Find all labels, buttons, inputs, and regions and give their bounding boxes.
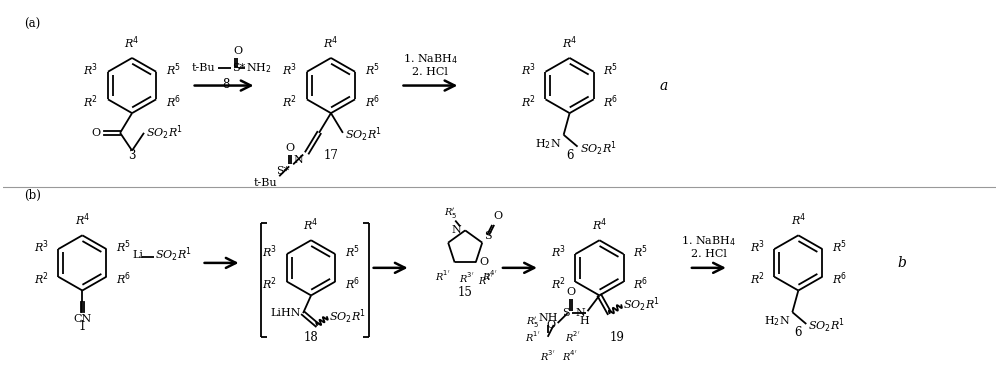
Text: R$^2$: R$^2$	[263, 275, 278, 292]
Text: 1: 1	[79, 320, 86, 333]
Text: R$_5'$: R$_5'$	[444, 206, 458, 221]
Text: NH$_2$: NH$_2$	[247, 61, 272, 75]
Text: R$^6$: R$^6$	[832, 270, 847, 287]
Text: O: O	[546, 320, 555, 330]
Text: O: O	[91, 128, 100, 138]
Text: 2. HCl: 2. HCl	[413, 67, 449, 77]
Text: R$^2$: R$^2$	[84, 93, 98, 110]
Text: S: S	[562, 308, 569, 318]
Text: R$^6$: R$^6$	[345, 275, 360, 292]
Text: 18: 18	[304, 331, 319, 344]
Text: SO$_2$R$^1$: SO$_2$R$^1$	[808, 317, 845, 335]
Text: O: O	[286, 143, 295, 153]
Text: a: a	[659, 78, 667, 92]
Text: SO$_2$R$^1$: SO$_2$R$^1$	[329, 308, 366, 326]
Text: N: N	[452, 226, 462, 235]
Text: R$^5$: R$^5$	[365, 61, 380, 78]
Text: CN: CN	[73, 314, 92, 324]
Text: SO$_2$R$^1$: SO$_2$R$^1$	[155, 246, 192, 264]
Text: R$^5$: R$^5$	[603, 61, 618, 78]
Text: R$^{2'}$: R$^{2'}$	[564, 330, 579, 344]
Text: R$^4$: R$^4$	[562, 34, 577, 51]
Text: R$^3$: R$^3$	[283, 61, 297, 78]
Text: S*: S*	[276, 166, 289, 176]
Text: R$^3$: R$^3$	[34, 239, 49, 255]
Text: 8: 8	[222, 78, 229, 91]
Text: H$_2$N: H$_2$N	[764, 314, 790, 328]
Text: O: O	[494, 211, 502, 221]
Text: R$^{4'}$: R$^{4'}$	[482, 268, 497, 283]
Text: SO$_2$R$^1$: SO$_2$R$^1$	[579, 139, 616, 158]
Text: R$^{4'}$: R$^{4'}$	[561, 349, 576, 363]
Text: R$^3$: R$^3$	[520, 61, 535, 78]
Text: R$^{1'}$: R$^{1'}$	[436, 268, 451, 283]
Text: R$^4$: R$^4$	[791, 212, 806, 229]
Text: R$^4$: R$^4$	[591, 217, 607, 233]
Text: R$_5'$: R$_5'$	[526, 316, 539, 330]
Text: 3: 3	[128, 149, 136, 161]
Text: R$^4$: R$^4$	[125, 34, 140, 51]
Text: R$^2$: R$^2$	[34, 270, 49, 287]
Text: O: O	[233, 46, 242, 56]
Text: R$^{2'}$: R$^{2'}$	[478, 273, 493, 287]
Text: Li: Li	[132, 250, 143, 260]
Text: O: O	[480, 257, 489, 268]
Text: SO$_2$R$^1$: SO$_2$R$^1$	[345, 125, 382, 144]
Text: R$^2$: R$^2$	[550, 275, 565, 292]
Text: S: S	[485, 231, 492, 241]
Text: R$^6$: R$^6$	[166, 93, 181, 110]
Text: S*: S*	[233, 63, 246, 73]
Text: R$^6$: R$^6$	[603, 93, 618, 110]
Text: R$^4$: R$^4$	[304, 217, 319, 233]
Text: H: H	[579, 316, 589, 326]
Text: (b): (b)	[24, 190, 41, 202]
Text: R$^5$: R$^5$	[166, 61, 181, 78]
Text: R$^4$: R$^4$	[324, 34, 339, 51]
Text: R$^2$: R$^2$	[283, 93, 297, 110]
Text: R$^3$: R$^3$	[263, 244, 278, 260]
Text: t-Bu: t-Bu	[254, 178, 278, 188]
Text: R$^2$: R$^2$	[749, 270, 764, 287]
Text: SO$_2$R$^1$: SO$_2$R$^1$	[623, 296, 660, 315]
Text: b: b	[898, 256, 907, 270]
Text: R$^2$: R$^2$	[521, 93, 535, 110]
Text: R$^6$: R$^6$	[633, 275, 648, 292]
Text: R$^4$: R$^4$	[75, 212, 90, 229]
Text: 6: 6	[565, 149, 573, 161]
Text: t-Bu: t-Bu	[192, 63, 216, 73]
Text: 1. NaBH$_4$: 1. NaBH$_4$	[681, 234, 736, 248]
Text: 2. HCl: 2. HCl	[691, 249, 726, 259]
Text: NH: NH	[538, 313, 557, 323]
Text: 19: 19	[609, 331, 624, 344]
Text: LiHN: LiHN	[271, 308, 301, 318]
Text: R$^{3'}$: R$^{3'}$	[459, 270, 474, 285]
Text: R$^3$: R$^3$	[550, 244, 565, 260]
Text: R$^{1'}$: R$^{1'}$	[524, 330, 539, 344]
Text: 15: 15	[458, 285, 473, 299]
Text: O: O	[566, 287, 575, 298]
Text: 1. NaBH$_4$: 1. NaBH$_4$	[403, 52, 458, 66]
Text: 17: 17	[324, 149, 339, 161]
Text: R$^5$: R$^5$	[116, 239, 131, 255]
Text: R$^5$: R$^5$	[345, 244, 360, 260]
Text: R$^3$: R$^3$	[83, 61, 98, 78]
Text: (a): (a)	[25, 18, 41, 31]
Text: R$^5$: R$^5$	[832, 239, 847, 255]
Text: R$^{3'}$: R$^{3'}$	[540, 349, 555, 363]
Text: H$_2$N: H$_2$N	[535, 137, 561, 150]
Text: N: N	[294, 155, 303, 164]
Text: R$^3$: R$^3$	[749, 239, 764, 255]
Text: SO$_2$R$^1$: SO$_2$R$^1$	[146, 124, 183, 142]
Text: R$^5$: R$^5$	[633, 244, 648, 260]
Text: R$^6$: R$^6$	[116, 270, 131, 287]
Text: R$^6$: R$^6$	[365, 93, 380, 110]
Text: N: N	[575, 308, 585, 318]
Text: 6: 6	[794, 326, 802, 339]
